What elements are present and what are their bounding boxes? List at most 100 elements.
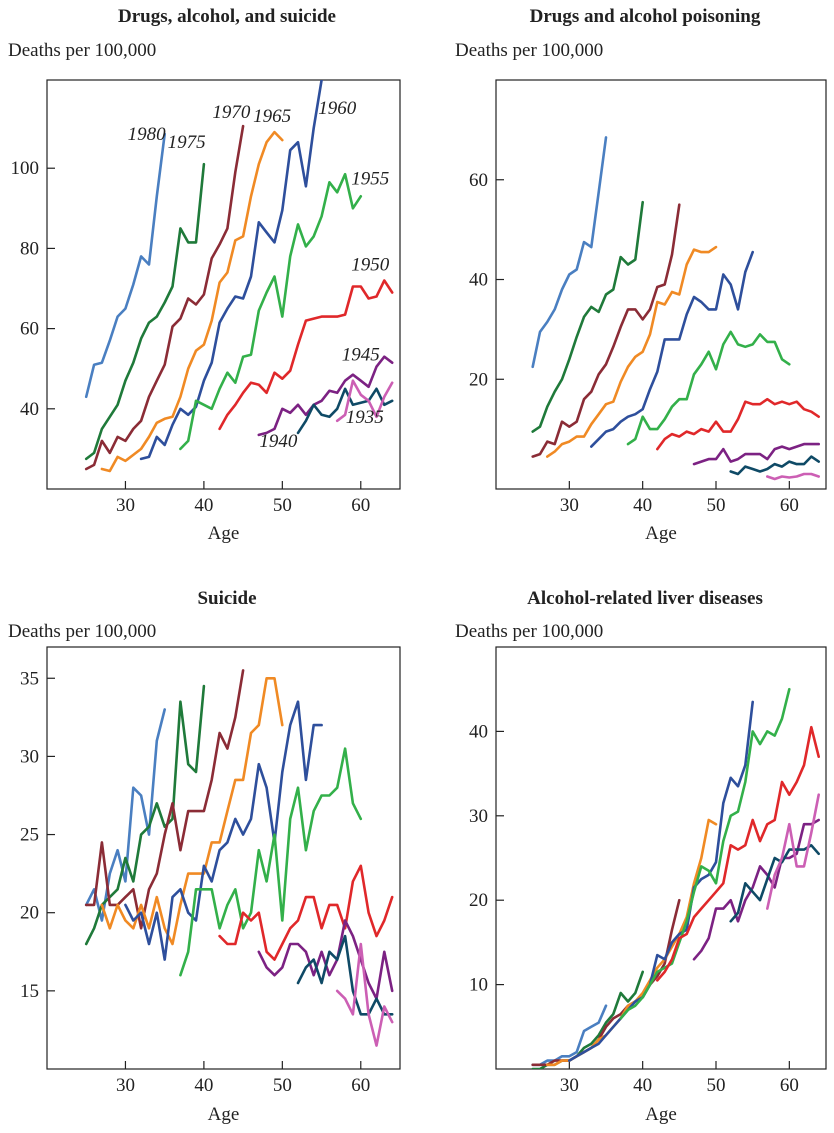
y-tick-label: 25 — [20, 825, 39, 846]
plot-frame — [46, 79, 401, 490]
y-tick-label: 60 — [20, 319, 39, 340]
series-line-1940 — [729, 843, 821, 923]
x-tick-label: 30 — [560, 495, 579, 516]
series-line-1950 — [655, 397, 821, 451]
panel-1: Drugs, alcohol, and suicide Deaths per 10… — [8, 6, 401, 544]
x-axis-label: Age — [645, 523, 677, 544]
y-tick-label: 15 — [20, 981, 39, 1002]
series-line-1935 — [335, 942, 394, 1047]
y-tick-label: 20 — [469, 890, 488, 911]
series-line-1955 — [179, 172, 363, 451]
series-line-1970 — [84, 124, 245, 471]
panel-4: Alcohol-related liver diseases Deaths per… — [455, 588, 827, 1125]
y-tick-label: 30 — [20, 746, 39, 767]
x-axis-label: Age — [208, 1104, 240, 1125]
y-tick-label: 40 — [469, 270, 488, 291]
x-tick-label: 60 — [780, 1075, 799, 1096]
series-line-1935 — [335, 379, 394, 423]
series-line-1970 — [531, 203, 681, 458]
cohort-label-1960: 1960 — [318, 98, 357, 119]
x-tick-label: 60 — [780, 495, 799, 516]
series-line-1965 — [545, 818, 718, 1067]
plot-frame — [46, 646, 401, 1070]
x-axis-label: Age — [208, 523, 240, 544]
panel-title: Drugs and alcohol poisoning — [530, 6, 761, 27]
series-line-1940 — [296, 387, 394, 435]
series-line-1935 — [765, 472, 821, 481]
series-line-1945 — [257, 919, 394, 1001]
unit-label: Deaths per 100,000 — [8, 621, 156, 642]
x-tick-label: 60 — [351, 1075, 370, 1096]
cohort-label-1950: 1950 — [351, 254, 390, 275]
series-line-1975 — [531, 970, 645, 1069]
x-tick-label: 50 — [273, 1075, 292, 1096]
panel-title: Suicide — [197, 588, 256, 609]
series-line-1980 — [531, 136, 608, 369]
x-tick-label: 40 — [194, 1075, 213, 1096]
y-tick-label: 40 — [469, 721, 488, 742]
series-group — [84, 669, 394, 1047]
series-line-1960 — [139, 80, 323, 461]
series-line-1950 — [655, 725, 821, 982]
series-line-1950 — [218, 864, 394, 961]
series-line-1980 — [84, 132, 166, 399]
x-tick-label: 30 — [116, 1075, 135, 1096]
panel-3: Suicide Deaths per 100,000 30 40 50 60 15 20 25 3… — [8, 588, 401, 1125]
unit-label: Deaths per 100,000 — [8, 40, 156, 61]
plot-frame — [495, 79, 827, 490]
x-tick-label: 40 — [633, 1075, 652, 1096]
cohort-label-1945: 1945 — [342, 345, 380, 366]
cohort-label-1940: 1940 — [259, 431, 298, 452]
y-tick-label: 10 — [469, 975, 488, 996]
series-line-1965 — [545, 245, 718, 458]
cohort-label-1970: 1970 — [212, 102, 251, 123]
cohort-label-1980: 1980 — [128, 124, 167, 145]
series-line-1975 — [84, 684, 206, 946]
series-line-1940 — [729, 455, 821, 476]
series-line-1945 — [692, 818, 821, 961]
x-tick-label: 60 — [351, 495, 370, 516]
plot-frame — [495, 646, 827, 1070]
series-line-1945 — [257, 355, 394, 437]
panel-2: Drugs and alcohol poisoning Deaths per 10… — [455, 6, 827, 544]
series-line-1975 — [531, 200, 645, 433]
series-line-1970 — [531, 898, 681, 1067]
y-tick-label: 100 — [11, 158, 40, 179]
x-axis-label: Age — [645, 1104, 677, 1125]
y-tick-label: 60 — [469, 170, 488, 191]
y-tick-label: 30 — [469, 806, 488, 827]
unit-label: Deaths per 100,000 — [455, 40, 603, 61]
y-tick-label: 35 — [20, 668, 39, 689]
x-tick-label: 50 — [707, 1075, 726, 1096]
panel-title: Alcohol-related liver diseases — [527, 588, 763, 609]
series-line-1965 — [100, 130, 284, 473]
x-tick-label: 50 — [707, 495, 726, 516]
series-line-1975 — [84, 162, 206, 461]
panel-title: Drugs, alcohol, and suicide — [118, 6, 336, 27]
series-line-1940 — [296, 934, 394, 1016]
series-line-1945 — [692, 442, 821, 466]
series-line-1980 — [531, 1004, 608, 1067]
series-group — [531, 687, 821, 1069]
series-line-1935 — [765, 793, 821, 910]
x-tick-label: 50 — [273, 495, 292, 516]
series-group — [531, 136, 821, 481]
cohort-label-1935: 1935 — [346, 407, 384, 428]
series-line-1965 — [100, 676, 284, 946]
y-tick-label: 80 — [20, 238, 39, 259]
series-line-1955 — [179, 747, 363, 977]
series-line-1960 — [124, 700, 323, 961]
y-tick-label: 20 — [469, 369, 488, 390]
series-group — [84, 80, 394, 473]
x-tick-label: 40 — [194, 495, 213, 516]
cohort-label-1955: 1955 — [351, 168, 389, 189]
series-line-1955 — [619, 687, 791, 1020]
x-tick-label: 30 — [116, 495, 135, 516]
series-line-1960 — [567, 700, 755, 1062]
series-line-1955 — [626, 330, 791, 446]
x-tick-label: 40 — [633, 495, 652, 516]
series-line-1960 — [589, 250, 755, 448]
series-line-1950 — [218, 279, 394, 431]
y-tick-label: 20 — [20, 903, 39, 924]
